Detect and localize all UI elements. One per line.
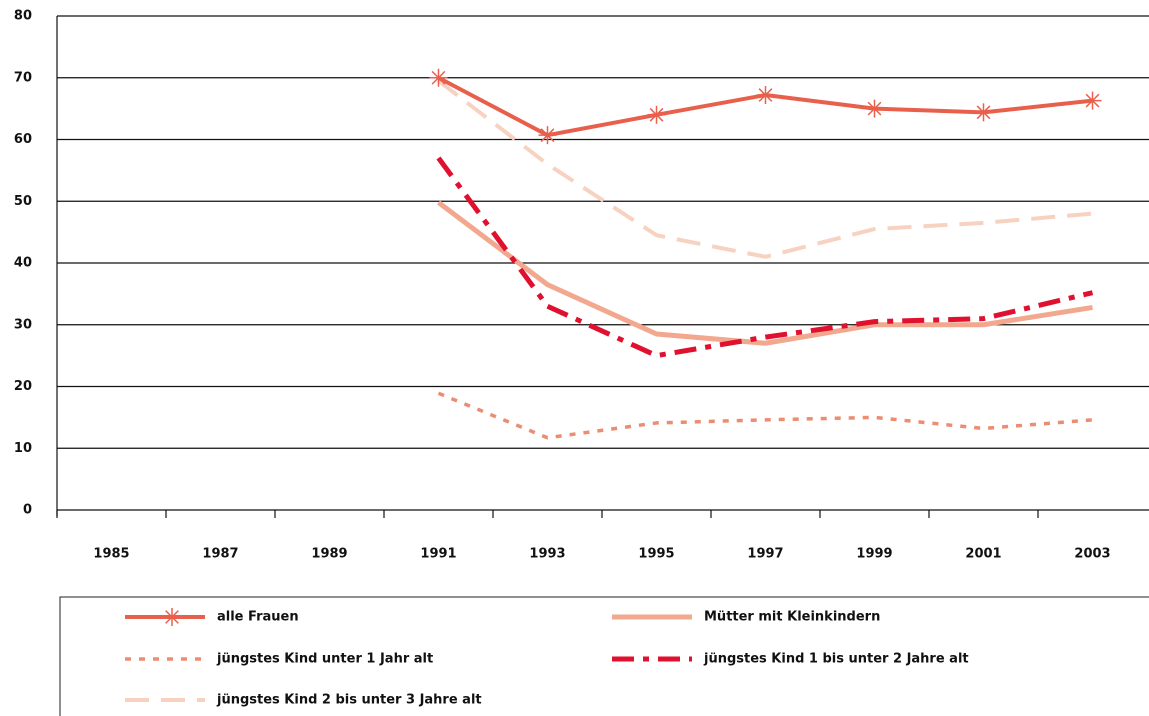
- series-line: [436, 156, 1094, 359]
- x-tick-label: 1993: [529, 547, 565, 562]
- legend-label: jüngstes Kind unter 1 Jahr alt: [216, 652, 433, 667]
- x-tick-label: 1999: [856, 547, 892, 562]
- x-tick-label: 1989: [311, 547, 347, 562]
- marker-stroke: [758, 88, 773, 102]
- y-tick-label: 70: [14, 70, 32, 85]
- y-tick-label: 20: [14, 379, 32, 394]
- marker: [647, 105, 666, 124]
- marker: [163, 608, 181, 626]
- y-tick-label: 60: [14, 132, 32, 147]
- series-line: [436, 200, 1093, 346]
- x-tick-label: 1997: [747, 547, 783, 562]
- x-tick-label: 1995: [638, 547, 674, 562]
- marker-stroke: [431, 70, 446, 85]
- x-tick-label: 2003: [1074, 547, 1110, 562]
- marker-stroke: [1085, 93, 1100, 108]
- y-tick-label: 0: [23, 503, 32, 518]
- marker-stroke: [867, 101, 882, 116]
- x-tick-label: 1987: [202, 547, 238, 562]
- marker-stroke: [165, 610, 179, 624]
- legend-label: alle Frauen: [217, 610, 299, 625]
- marker: [429, 68, 448, 87]
- marker: [538, 126, 557, 145]
- legend-label: jüngstes Kind 2 bis unter 3 Jahre alt: [216, 693, 482, 708]
- y-tick-label: 80: [14, 9, 32, 24]
- marker-stroke: [976, 105, 991, 120]
- series-line: [437, 391, 1093, 440]
- y-tick-label: 30: [14, 317, 32, 332]
- y-tick-label: 10: [14, 441, 32, 456]
- y-tick-label: 40: [14, 256, 32, 271]
- marker-stroke: [540, 128, 555, 143]
- marker-stroke: [649, 107, 664, 122]
- series-line: [437, 79, 1093, 259]
- x-tick-label: 1991: [420, 547, 456, 562]
- marker: [1083, 91, 1102, 110]
- x-tick-label: 2001: [965, 547, 1001, 562]
- legend-box: [59, 596, 1149, 716]
- legend-label: jüngstes Kind 1 bis unter 2 Jahre alt: [703, 652, 969, 667]
- marker: [865, 99, 884, 118]
- x-tick-label: 1985: [93, 547, 129, 562]
- marker: [974, 103, 993, 122]
- marker: [756, 86, 775, 105]
- legend-label: Mütter mit Kleinkindern: [704, 610, 880, 625]
- y-tick-label: 50: [14, 194, 32, 209]
